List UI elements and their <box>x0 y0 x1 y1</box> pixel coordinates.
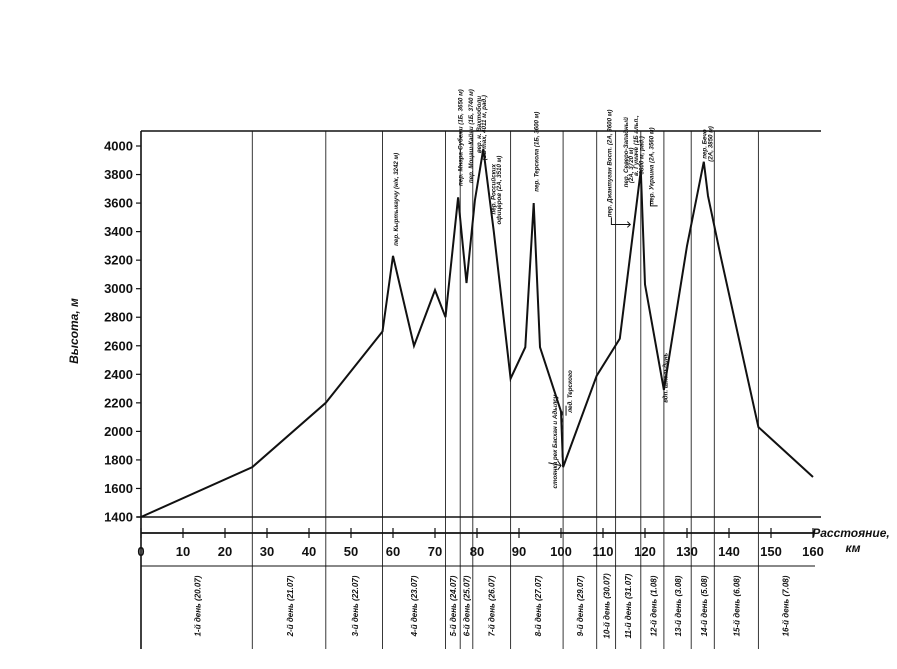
day-label: 1-й день (20.07) <box>194 575 203 636</box>
annotation-label: (2А, 3720 м) <box>628 148 635 184</box>
y-tick-label: 2400 <box>104 367 133 382</box>
annotation-label: пер. Джантуган Вост. (2А, 3600 м) <box>606 110 613 218</box>
annotations: пер. Кыртыкаучу (н/к, 3242 м) пер. Мнара-… <box>393 89 715 488</box>
day-label: 12-й день (1.08) <box>649 575 658 636</box>
x-tick-label: 20 <box>218 544 232 559</box>
x-tick-label: 50 <box>344 544 358 559</box>
annotation-label: пер. Украина (2А, 3560 м) <box>648 127 655 204</box>
x-tick-label: 70 <box>428 544 442 559</box>
annotation-label: (1Б тах, 4011 м, рад.) <box>481 95 488 160</box>
x-tick-label: 140 <box>718 544 740 559</box>
x-tick-label: 30 <box>260 544 274 559</box>
day-label: 5-й день (24.07) <box>449 575 458 636</box>
day-labels: 1-й день (20.07) 2-й день (21.07) 3-й день… <box>194 573 791 639</box>
x-tick-label: 80 <box>470 544 484 559</box>
elevation-line <box>140 148 814 518</box>
annotation-label: 3800 м, рад.) <box>638 136 645 174</box>
day-label: 16-й день (7.08) <box>782 575 791 636</box>
pass-arrow <box>610 217 632 228</box>
day-label: 10-й день (30.07) <box>602 573 611 639</box>
x-tick-label: 0 <box>137 544 144 559</box>
x-tick-label: 90 <box>512 544 526 559</box>
x-tick-labels: 0 10 20 30 40 50 60 70 80 90 100 110 120 130 140 150 160 <box>137 528 824 559</box>
y-tick-label: 1800 <box>104 452 133 467</box>
x-tick-label: 160 <box>802 544 824 559</box>
day-label: 9-й день (29.07) <box>576 575 585 636</box>
day-label: 15-й день (6.08) <box>733 575 742 636</box>
annotation-label: вдп. Шхельдинь <box>663 352 670 402</box>
x-axis-title-line2: км <box>846 541 861 555</box>
annotation-label: лед. Терского <box>567 370 574 414</box>
day-label: 3-й день (22.07) <box>351 575 360 636</box>
annotation-label: вер. н. Вахтоболи <box>476 96 483 153</box>
annotation-label: пер. Российских <box>491 163 498 214</box>
y-tick-label: 1400 <box>104 510 133 525</box>
annotation-label: стоянка рек Басхан и Адылсу <box>552 394 559 488</box>
x-tick-label: 110 <box>593 544 614 559</box>
x-tick-label: 100 <box>550 544 572 559</box>
route-markers <box>548 200 658 471</box>
annotation-label: (2А, 3850 м) <box>708 126 715 162</box>
annotation-label: пер. Северо-Западный <box>623 117 630 187</box>
x-tick-label: 120 <box>634 544 656 559</box>
annotation-label: пер. Моцаш-Кайчи (1Б, 3740 м) <box>468 89 475 183</box>
day-label: 4-й день (23.07) <box>410 575 419 637</box>
y-tick-label: 3600 <box>104 196 133 211</box>
day-label: 2-й день (21.07) <box>286 575 295 637</box>
y-axis-title: Высота, м <box>67 298 81 364</box>
annotation-label: пер. Бечо <box>701 129 708 159</box>
axes <box>137 130 821 649</box>
day-label: 8-й день (27.07) <box>534 575 543 636</box>
y-tick-label: 3800 <box>104 167 133 182</box>
x-tick-label: 10 <box>176 544 190 559</box>
day-boundary-lines <box>251 131 759 649</box>
y-tick-label: 2600 <box>104 338 133 353</box>
y-tick-label: 3400 <box>104 224 133 239</box>
x-tick-label: 130 <box>676 544 698 559</box>
annotation-label: пер. Кыртыкаучу (н/к, 3242 м) <box>393 153 400 246</box>
y-tick-label: 2000 <box>104 424 133 439</box>
x-tick-label: 150 <box>760 544 782 559</box>
annotation-label: в. Гумаче (1Б альп., <box>633 115 640 176</box>
annotation-label: пер. Мнара-Субежи (1Б, 3650 м) <box>457 89 464 186</box>
day-label: 11-й день (31.07) <box>624 573 633 638</box>
x-tick-label: 40 <box>302 544 316 559</box>
camp-arrow <box>548 460 562 471</box>
y-tick-label: 3000 <box>104 281 133 296</box>
day-label: 7-й день (26.07) <box>488 575 497 636</box>
day-label: 6-й день (25.07) <box>463 575 472 636</box>
y-tick-label: 4000 <box>104 139 133 154</box>
x-tick-label: 60 <box>386 544 400 559</box>
annotation-label: офицеров (2А, 3510 м) <box>496 156 503 225</box>
y-tick-label: 1600 <box>104 481 133 496</box>
y-tick-label: 2200 <box>104 395 133 410</box>
x-axis-title-line1: Расстояние, <box>812 526 890 540</box>
pass-arrow-ukraina <box>649 200 658 207</box>
y-tick-label: 2800 <box>104 310 133 325</box>
y-tick-labels: 1400 1600 1800 2000 2200 2400 2600 2800 3000 3200… <box>104 139 141 525</box>
day-label: 13-й день (3.08) <box>674 575 683 636</box>
annotation-label: пер. Терскола (1Б, 3600 м) <box>533 112 540 192</box>
y-tick-label: 3200 <box>104 253 133 268</box>
day-label: 14-й день (5.08) <box>700 575 709 636</box>
